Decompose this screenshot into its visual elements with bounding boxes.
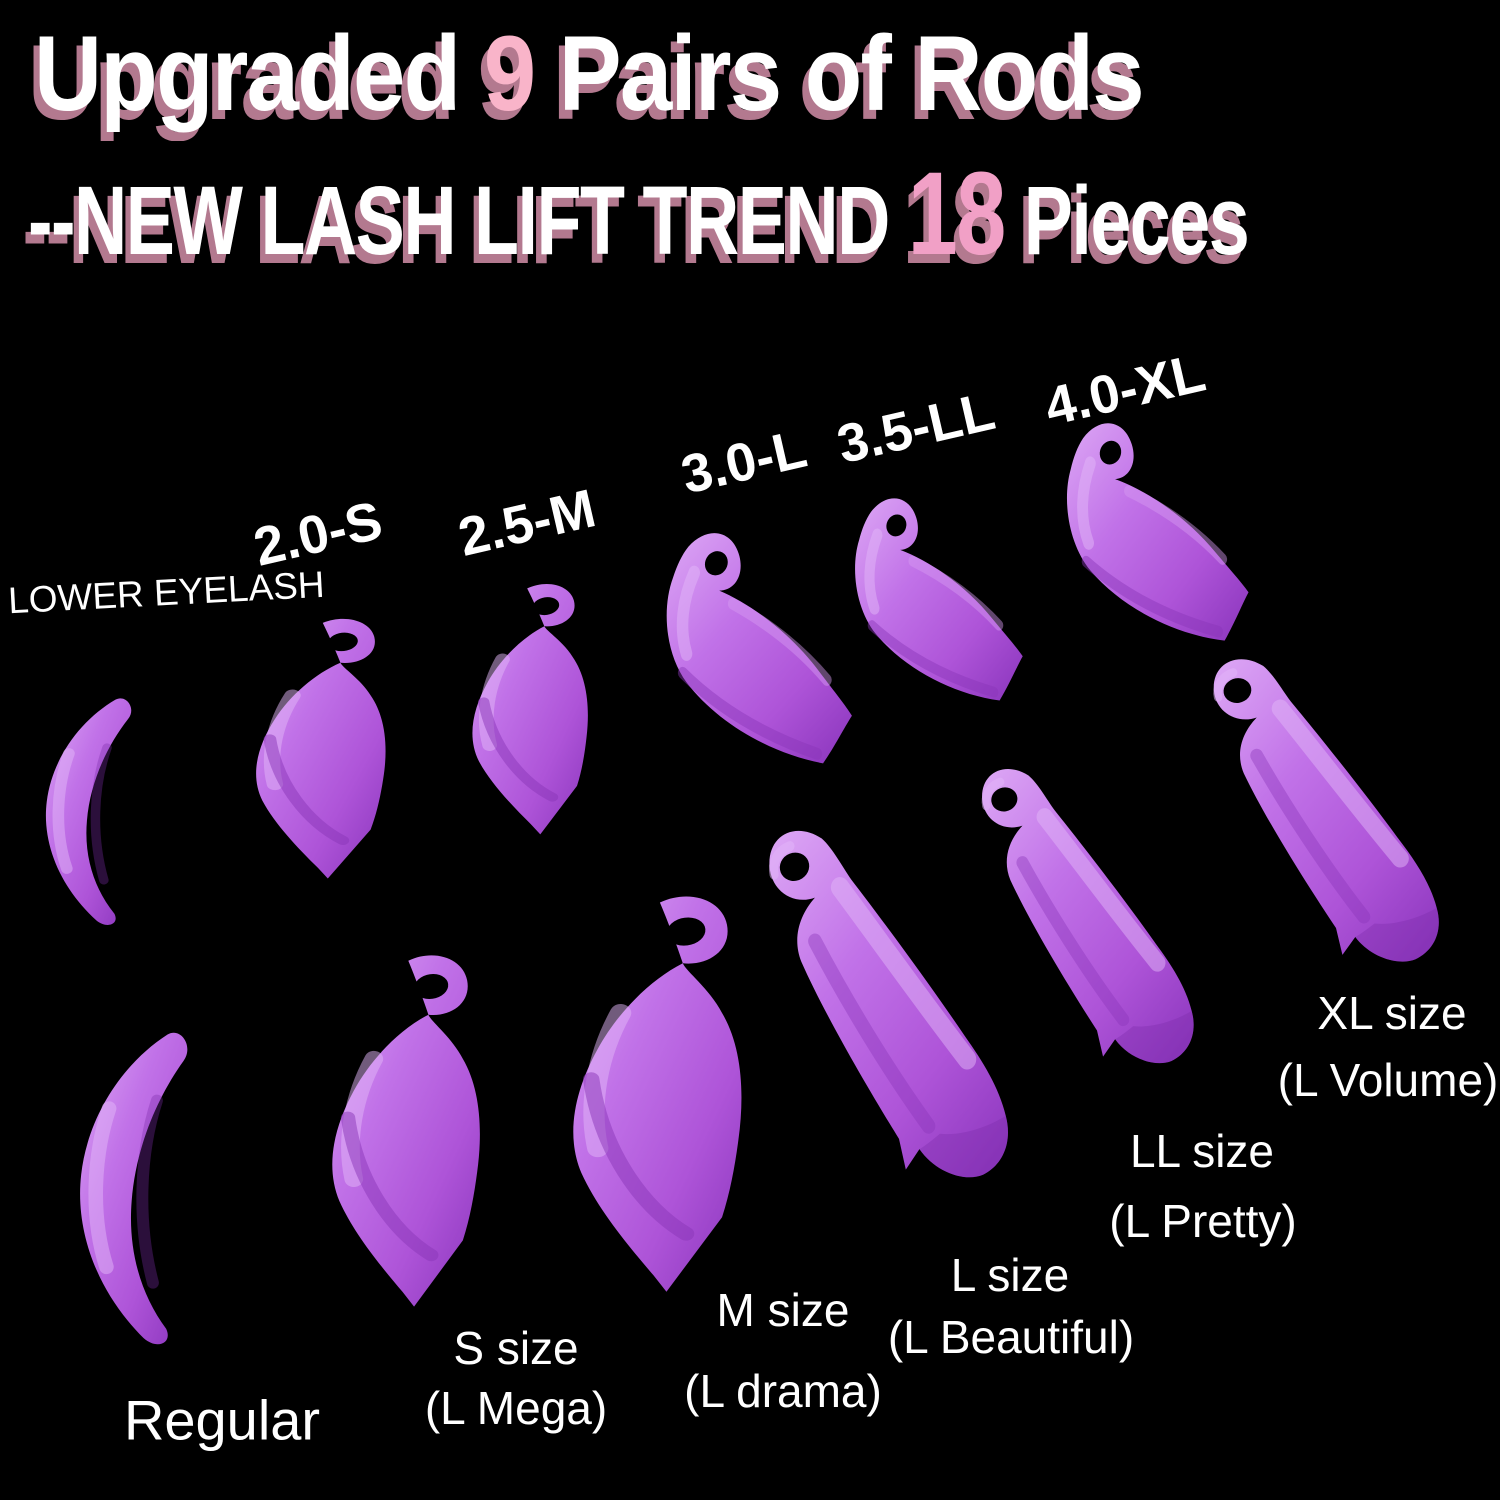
title-line-1-tail: Pairs of Rods [534,13,1145,133]
lash-pad-image-xl [1186,648,1486,984]
pad-style-label-ll: (L Pretty) [1109,1195,1297,1247]
title-line-2-tail: Pieces [1004,166,1250,275]
pad-size-label-xl: XL size [1317,987,1467,1039]
title-line-1-text: Upgraded [34,13,484,133]
pad-size-label-m: M size [716,1284,850,1336]
lash-pad-image-regular [40,1024,226,1354]
lash-pad-image-2-0-s [212,612,426,884]
title-pieces-count: 18 [907,148,1007,280]
pad-style-label-xl: (L Volume) [1277,1054,1499,1106]
pad-size-label-l: L size [950,1249,1070,1301]
lash-pad-image-s [282,946,526,1314]
title-line-2: --NEW LASH LIFT TREND 18 Pieces [28,148,1250,281]
pad-size-label-s: S size [453,1322,579,1374]
title-line-2-text: --NEW LASH LIFT TREND [28,166,908,275]
pad-size-label-ll: LL size [1129,1125,1275,1177]
pad-style-label-s: (L Mega) [424,1382,608,1434]
lash-pad-image-2-5-m [427,575,628,844]
pad-style-label-m: (L drama) [684,1365,882,1417]
rod-size-label-3-0-l: 3.0-L [675,418,813,506]
title-line-1: Upgraded 9 Pairs of Rods [34,13,1145,134]
lash-pad-image-3-5-ll [814,477,1046,724]
pad-size-label-regular: Regular [123,1388,321,1452]
lash-pad-image-4-0-xl [1021,398,1274,670]
rod-size-label-3-5-ll: 3.5-LL [831,380,1001,476]
rod-size-label-2-5-m: 2.5-M [452,478,602,568]
lash-pad-image-lower-eyelash [14,692,162,932]
title-pairs-count: 9 [483,13,536,133]
rod-size-label-2-0-s: 2.0-S [248,490,388,578]
pad-style-label-l: (L Beautiful) [887,1311,1135,1363]
